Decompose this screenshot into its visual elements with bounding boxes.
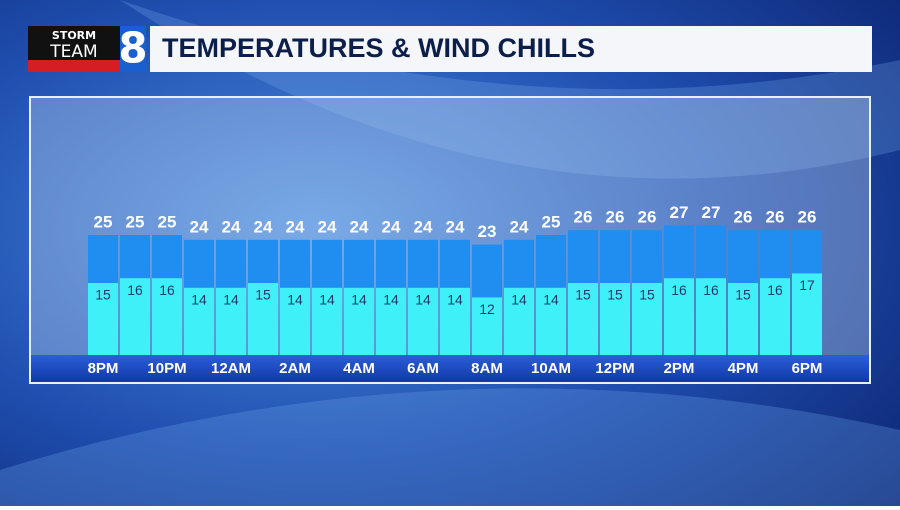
wind-chill-bar (728, 283, 758, 355)
temperature-label: 26 (606, 208, 625, 227)
wind-chill-label: 14 (287, 292, 303, 308)
temperature-label: 24 (446, 217, 465, 236)
wind-chill-label: 14 (383, 292, 399, 308)
temperature-label: 26 (734, 208, 753, 227)
temperature-label: 27 (702, 203, 721, 222)
wind-chill-bar (152, 278, 182, 355)
logo-line2: TEAM (49, 42, 97, 62)
x-tick-label: 2AM (279, 360, 311, 377)
wind-chill-bar (472, 297, 502, 355)
wind-chill-label: 15 (255, 287, 271, 303)
wind-chill-bar (696, 278, 726, 355)
temperature-label: 24 (254, 217, 273, 236)
wind-chill-bar (760, 278, 790, 355)
time-band (31, 355, 869, 382)
x-tick-label: 12PM (595, 360, 634, 377)
temperature-label: 25 (126, 212, 145, 231)
wind-chill-bar (248, 283, 278, 355)
logo-number: 8 (118, 24, 147, 73)
wind-chill-bar (280, 287, 310, 355)
x-tick-label: 10AM (531, 360, 571, 377)
wind-chill-bar (184, 287, 214, 355)
temperature-label: 24 (414, 217, 433, 236)
wind-chill-label: 14 (191, 292, 207, 308)
temperature-label: 24 (350, 217, 369, 236)
wind-chill-label: 17 (799, 277, 815, 293)
logo-line1: STORM (52, 29, 96, 42)
wind-chill-label: 15 (95, 287, 111, 303)
x-tick-label: 4AM (343, 360, 375, 377)
temperature-label: 24 (318, 217, 337, 236)
wind-chill-label: 14 (351, 292, 367, 308)
x-tick-label: 6PM (792, 360, 823, 377)
wind-chill-bar (312, 287, 342, 355)
wind-chill-bar (504, 287, 534, 355)
wind-chill-label: 16 (671, 282, 687, 298)
wind-chill-label: 14 (415, 292, 431, 308)
wind-chill-bar (792, 273, 822, 355)
wind-chill-label: 12 (479, 301, 495, 317)
temperature-label: 26 (766, 208, 785, 227)
wind-chill-label: 14 (447, 292, 463, 308)
wind-chill-bar (376, 287, 406, 355)
x-tick-label: 8AM (471, 360, 503, 377)
wind-chill-bar (216, 287, 246, 355)
wind-chill-bar (632, 283, 662, 355)
wind-chill-label: 14 (223, 292, 239, 308)
x-tick-label: 4PM (728, 360, 759, 377)
temperature-label: 24 (510, 217, 529, 236)
wind-chill-label: 15 (639, 287, 655, 303)
temperature-label: 25 (542, 212, 561, 231)
wind-chill-label: 14 (543, 292, 559, 308)
wind-chill-label: 14 (511, 292, 527, 308)
wind-chill-bar (600, 283, 630, 355)
wind-chill-bar (440, 287, 470, 355)
temperature-label: 24 (190, 217, 209, 236)
temperature-label: 23 (478, 222, 497, 241)
temperature-label: 25 (94, 212, 113, 231)
wind-chill-bar (568, 283, 598, 355)
swoosh (0, 388, 900, 506)
temperature-label: 26 (798, 208, 817, 227)
temperature-label: 24 (382, 217, 401, 236)
swoosh (120, 0, 900, 179)
wind-chill-bar (120, 278, 150, 355)
temperature-label: 26 (574, 208, 593, 227)
wind-chill-bar (88, 283, 118, 355)
wind-chill-label: 15 (607, 287, 623, 303)
wind-chill-label: 16 (703, 282, 719, 298)
wind-chill-label: 16 (159, 282, 175, 298)
wind-chill-bar (536, 287, 566, 355)
wind-chill-bar (408, 287, 438, 355)
x-tick-label: 2PM (664, 360, 695, 377)
temperature-label: 27 (670, 203, 689, 222)
logo-number-box (120, 26, 146, 72)
x-tick-label: 6AM (407, 360, 439, 377)
wind-chill-label: 15 (575, 287, 591, 303)
wind-chill-label: 15 (735, 287, 751, 303)
wind-chill-label: 16 (127, 282, 143, 298)
wind-chill-bar (344, 287, 374, 355)
wind-chill-label: 16 (767, 282, 783, 298)
x-tick-label: 12AM (211, 360, 251, 377)
wind-chill-label: 14 (319, 292, 335, 308)
chart-title: TEMPERATURES & WIND CHILLS (162, 33, 595, 63)
x-tick-label: 8PM (88, 360, 119, 377)
temperature-label: 24 (286, 217, 305, 236)
title-bar (150, 26, 872, 72)
temperature-label: 26 (638, 208, 657, 227)
temperature-label: 25 (158, 212, 177, 231)
temperature-label: 24 (222, 217, 241, 236)
x-tick-label: 10PM (147, 360, 186, 377)
wind-chill-bar (664, 278, 694, 355)
logo-stripe (28, 60, 120, 72)
